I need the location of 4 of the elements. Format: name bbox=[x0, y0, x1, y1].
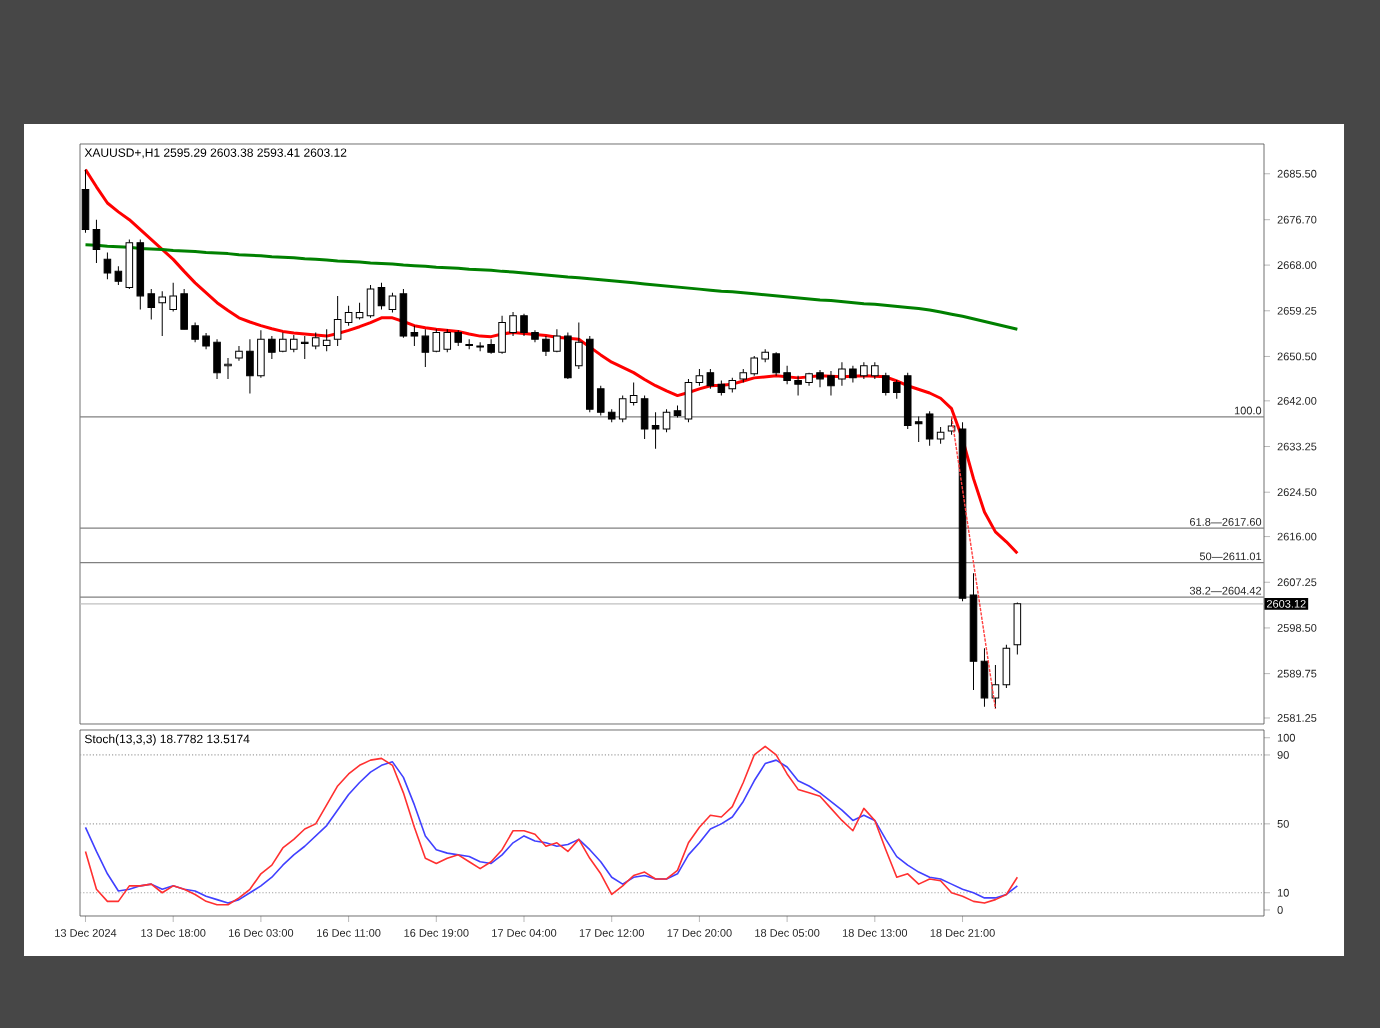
candlestick bbox=[92, 219, 101, 264]
candlestick bbox=[377, 282, 386, 310]
candlestick bbox=[1013, 601, 1022, 656]
candlestick bbox=[81, 169, 90, 234]
